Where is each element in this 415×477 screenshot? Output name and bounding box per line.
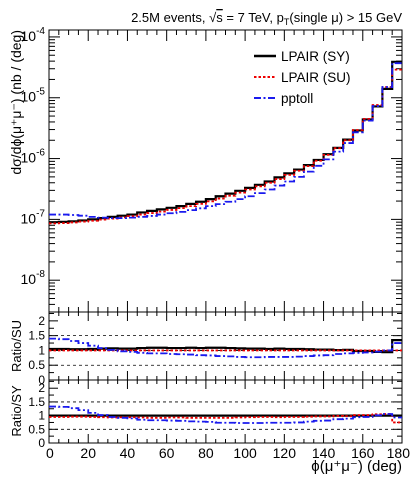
x-tick-label: 120 xyxy=(273,445,297,461)
legend-label-0: LPAIR (SY) xyxy=(281,49,350,64)
ratio-su-y-tick-label: 0.5 xyxy=(28,358,45,372)
ratio-sy-y-tick-label: 0.5 xyxy=(28,422,45,436)
main-series-1 xyxy=(49,68,402,225)
x-tick-label: 0 xyxy=(46,445,54,461)
main-series-0 xyxy=(49,60,402,224)
x-tick-label: 40 xyxy=(120,445,136,461)
x-tick-label: 20 xyxy=(80,445,96,461)
ratio-su-y-tick-label: 1.5 xyxy=(28,329,45,343)
x-tick-label: 160 xyxy=(351,445,375,461)
main-y-tick-label: 10-4 xyxy=(21,26,46,44)
main-y-tick-label: 10-6 xyxy=(21,148,46,166)
x-axis-label: ϕ(μ⁺μ⁻) (deg) xyxy=(311,458,402,475)
ratio-su-panel: 00.511.52 xyxy=(28,311,403,387)
x-tick-label: 60 xyxy=(159,445,175,461)
main-y-tick-label: 10-7 xyxy=(21,208,46,226)
ratio-su-y-tick-label: 2 xyxy=(38,314,45,328)
x-tick-label: 80 xyxy=(198,445,214,461)
main-y-tick-label: 10-8 xyxy=(21,269,46,287)
ratio-su-y-tick-label: 1 xyxy=(38,343,45,357)
ratio-su-y-tick-label: 0 xyxy=(38,373,45,387)
main-panel: 10-8 10-7 10-6 10-5 10-4 LPAIR (SY) LPAIR (SU… xyxy=(21,26,403,313)
ratio-sy-y-tick-label: 1.5 xyxy=(28,395,45,409)
ratio-sy-series-2 xyxy=(49,405,402,424)
chart-title: 2.5M events, √s = 7 TeV, pT(single μ) > … xyxy=(131,10,402,27)
main-y-axis-label: dσ/dϕ(μ⁺μ⁻) (nb / (deg) xyxy=(8,30,24,175)
legend-label-2: pptoll xyxy=(281,91,313,106)
ratio-sy-series-1 xyxy=(49,413,402,424)
ratio-sy-y-axis-label: Ratio/SY xyxy=(9,385,24,437)
main-series-2 xyxy=(49,62,402,219)
ratio-su-panel-frame xyxy=(48,311,403,381)
ratio-sy-y-tick-label: 2 xyxy=(38,381,45,395)
ratio-sy-y-tick-label: 1 xyxy=(38,409,45,423)
ratio-sy-y-tick-label: 0 xyxy=(38,436,45,450)
x-tick-label: 180 xyxy=(387,445,411,461)
ratio-sy-panel: 00.511.520 20 40 60 80 100 120 140 160 180 xyxy=(28,379,411,461)
x-tick-label: 140 xyxy=(312,445,336,461)
main-y-tick-label: 10-5 xyxy=(21,87,46,105)
ratio-su-y-axis-label: Ratio/SU xyxy=(9,320,24,372)
legend-label-1: LPAIR (SU) xyxy=(281,70,351,85)
ratio-sy-panel-frame xyxy=(48,379,403,444)
x-tick-label: 100 xyxy=(233,445,257,461)
